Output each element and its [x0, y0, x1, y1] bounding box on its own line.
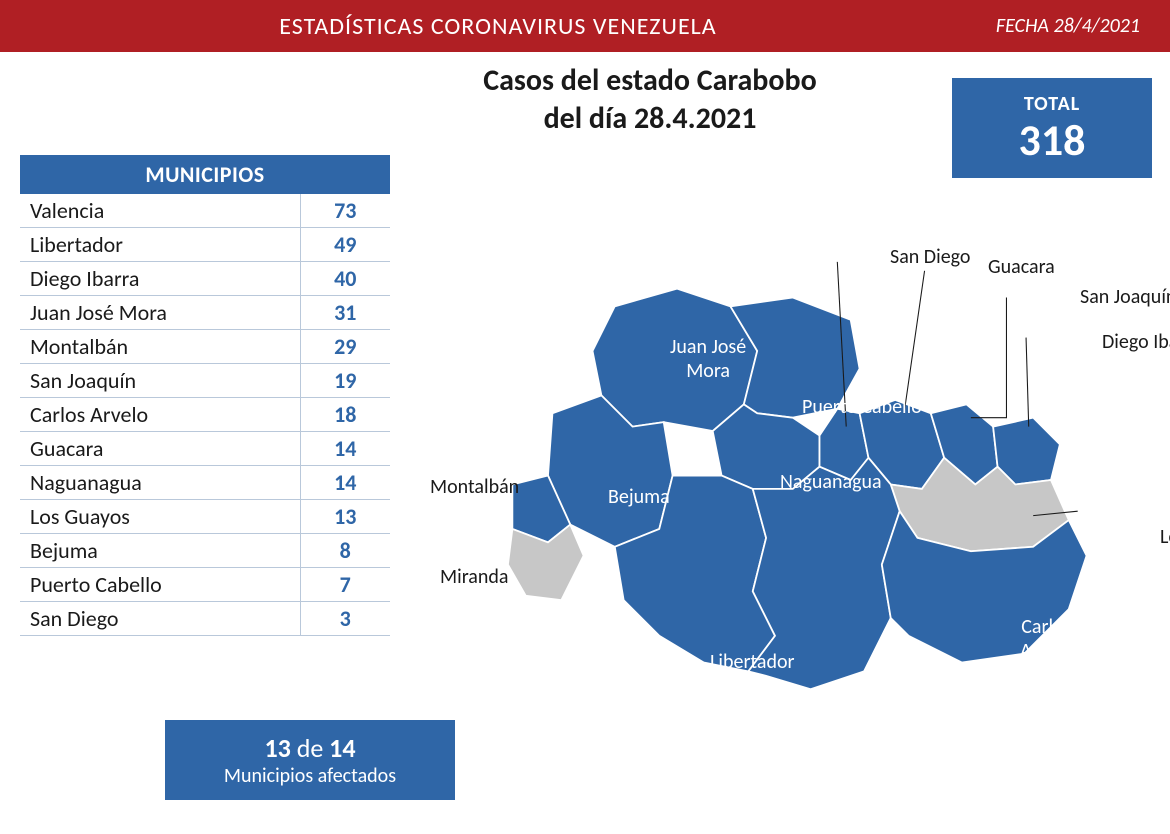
municipio-name: San Diego [20, 602, 300, 636]
table-row: San Diego3 [20, 602, 390, 636]
map-label-diego-ibarra: Diego Ibarra [1102, 330, 1170, 354]
municipios-header: MUNICIPIOS [20, 155, 390, 194]
table-row: Carlos Arvelo18 [20, 398, 390, 432]
affected-subtitle: Municipios afectados [165, 764, 455, 788]
affected-count: 13 [264, 732, 290, 764]
banner-date-prefix: FECHA [996, 14, 1054, 38]
banner-title: ESTADÍSTICAS CORONAVIRUS VENEZUELA [0, 12, 996, 41]
municipio-name: Montalbán [20, 330, 300, 364]
leader-line [904, 271, 924, 413]
map-label-carlos-arvelo: CarlosArvelo [1020, 615, 1073, 663]
table-row: Naguanagua14 [20, 466, 390, 500]
map-label-libertador: Libertador [710, 650, 795, 674]
map-label-san-diego: San Diego [890, 245, 970, 269]
municipio-name: Guacara [20, 432, 300, 466]
map: Juan JoséMora Puerto Cabello Bejuma Montalb… [410, 235, 1140, 725]
municipio-value: 3 [300, 602, 390, 636]
map-label-naguanagua: Naguanagua [780, 470, 882, 494]
affected-count-line: 13 de 14 [165, 732, 455, 764]
municipio-value: 29 [300, 330, 390, 364]
municipio-name: Naguanagua [20, 466, 300, 500]
page-title-line1: Casos del estado Carabobo [390, 62, 910, 100]
map-label-san-joaquin: San Joaquín [1080, 285, 1170, 309]
municipio-name: Diego Ibarra [20, 262, 300, 296]
table-row: Guacara14 [20, 432, 390, 466]
table-row: Valencia73 [20, 194, 390, 228]
map-label-bejuma: Bejuma [608, 485, 670, 509]
affected-total: 14 [329, 732, 355, 764]
total-box: TOTAL 318 [952, 78, 1152, 178]
municipio-value: 13 [300, 500, 390, 534]
leader-line [971, 298, 1007, 418]
page-title-line2: del día 28.4.2021 [390, 100, 910, 138]
affected-summary: 13 de 14 Municipios afectados [165, 720, 455, 800]
municipios-table: MUNICIPIOS Valencia73Libertador49Diego I… [20, 155, 390, 636]
map-label-los-guayos: Los Guayos [1160, 525, 1170, 549]
municipio-value: 49 [300, 228, 390, 262]
municipio-value: 14 [300, 466, 390, 500]
municipio-value: 73 [300, 194, 390, 228]
municipio-value: 7 [300, 568, 390, 602]
table-row: Los Guayos13 [20, 500, 390, 534]
banner-date: FECHA 28/4/2021 [996, 14, 1170, 38]
table-row: Bejuma8 [20, 534, 390, 568]
map-label-juan-jose-mora: Juan JoséMora [670, 335, 746, 383]
municipio-name: Bejuma [20, 534, 300, 568]
map-label-puerto-cabello: Puerto Cabello [802, 395, 922, 419]
affected-joiner: de [291, 732, 329, 764]
municipio-value: 14 [300, 432, 390, 466]
banner-date-value: 28/4/2021 [1054, 14, 1140, 38]
municipio-name: Libertador [20, 228, 300, 262]
map-label-guacara: Guacara [988, 255, 1055, 279]
page-title: Casos del estado Carabobo del día 28.4.2… [390, 62, 910, 137]
leader-line [1026, 338, 1029, 427]
map-label-miranda: Miranda [440, 565, 508, 589]
header-banner: ESTADÍSTICAS CORONAVIRUS VENEZUELA FECHA… [0, 0, 1170, 52]
total-value: 318 [952, 116, 1152, 164]
table-row: San Joaquín19 [20, 364, 390, 398]
municipio-value: 31 [300, 296, 390, 330]
table-row: Diego Ibarra40 [20, 262, 390, 296]
municipio-name: Juan José Mora [20, 296, 300, 330]
municipio-value: 40 [300, 262, 390, 296]
table-row: Juan José Mora31 [20, 296, 390, 330]
municipio-name: Los Guayos [20, 500, 300, 534]
municipio-name: Valencia [20, 194, 300, 228]
municipio-name: Carlos Arvelo [20, 398, 300, 432]
table-row: Libertador49 [20, 228, 390, 262]
table-row: Puerto Cabello7 [20, 568, 390, 602]
municipio-name: San Joaquín [20, 364, 300, 398]
table-row: Montalbán29 [20, 330, 390, 364]
municipio-value: 19 [300, 364, 390, 398]
municipio-value: 8 [300, 534, 390, 568]
map-label-valencia: Valencia [840, 705, 908, 729]
municipio-value: 18 [300, 398, 390, 432]
municipio-name: Puerto Cabello [20, 568, 300, 602]
map-label-montalban: Montalbán [430, 475, 519, 499]
